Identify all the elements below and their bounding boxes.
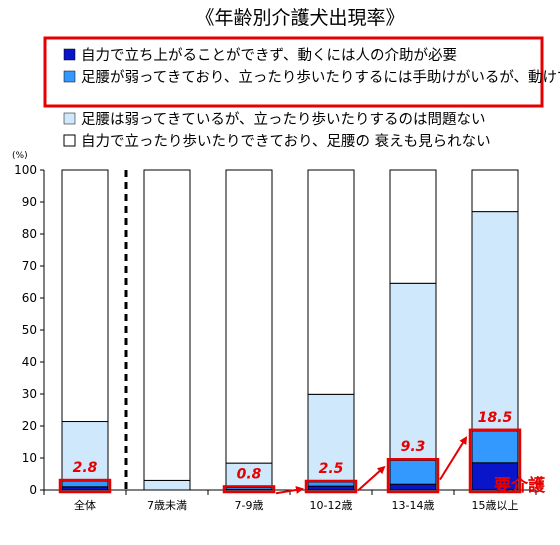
bar-segment xyxy=(471,169,519,213)
legend-label-2: 足腰は弱ってきているが、立ったり歩いたりするのは問題ない xyxy=(81,111,486,128)
legend: 自力で立ち上がることができず、動くには人の介助が必要 足腰が弱ってきており、立っ… xyxy=(43,36,560,150)
legend-highlight-box xyxy=(43,36,544,108)
y-axis: 0 10 20 30 40 50 60 70 80 90 100 xyxy=(14,163,45,497)
legend-label-3: 自力で立ったり歩いたりできており、足腰の 衰えも見られない xyxy=(81,133,491,150)
bar-segment xyxy=(389,483,437,491)
x-tick-label: 10-12歳 xyxy=(310,499,353,512)
bar-segment xyxy=(61,421,109,482)
bar-segment xyxy=(471,462,519,491)
y-tick-label: 80 xyxy=(22,227,37,241)
bars xyxy=(61,169,519,491)
y-tick-label: 70 xyxy=(22,259,37,273)
highlight-box xyxy=(468,428,522,494)
x-tick-label: 15歳以上 xyxy=(472,499,519,512)
y-tick-label: 40 xyxy=(22,355,37,369)
bar-segment xyxy=(471,211,519,432)
data-label: 2.5 xyxy=(319,461,344,477)
legend-swatch-3 xyxy=(63,134,76,147)
bar-segment xyxy=(389,459,437,485)
highlight-box xyxy=(58,478,112,494)
bar-segment xyxy=(225,462,273,488)
bar-segment xyxy=(143,169,191,481)
y-tick-label: 20 xyxy=(22,419,37,433)
legend-swatch-1 xyxy=(63,70,76,83)
bar-segment xyxy=(61,480,109,488)
x-axis: 全体 7歳未満 7-9歳 10-12歳 13-14歳 15歳以上 xyxy=(43,489,537,512)
bar-segment xyxy=(307,481,355,487)
annotation-label: 要介護 xyxy=(494,475,546,496)
data-label: 2.8 xyxy=(73,460,98,476)
bar-segment xyxy=(471,430,519,464)
trend-arrow xyxy=(439,436,468,481)
x-tick-label: 全体 xyxy=(74,498,96,512)
bar-segment xyxy=(307,393,355,483)
overlays: 2.8 0.8 2.5 9.3 18.5 xyxy=(58,170,522,495)
x-tick-label: 13-14歳 xyxy=(392,499,435,512)
bar-segment xyxy=(61,169,109,423)
data-label: 18.5 xyxy=(478,410,513,426)
y-tick-label: 10 xyxy=(22,451,37,465)
x-tick-label: 7歳未満 xyxy=(147,499,187,512)
data-label: 0.8 xyxy=(237,466,262,482)
data-label: 9.3 xyxy=(401,439,426,455)
highlight-box xyxy=(386,457,440,494)
highlight-box xyxy=(222,485,276,494)
bar-segment xyxy=(307,169,355,395)
y-tick-label: 90 xyxy=(22,195,37,209)
trend-arrow xyxy=(357,465,386,492)
trend-arrow xyxy=(275,486,304,495)
bar-segment xyxy=(143,479,191,491)
legend-swatch-2 xyxy=(63,112,76,125)
legend-label-1: 足腰が弱ってきており、立ったり歩いたりするには手助けがいるが、動けている xyxy=(81,69,560,86)
y-tick-label: 50 xyxy=(22,323,37,337)
bar-segment xyxy=(225,169,273,464)
y-tick-label: 0 xyxy=(29,483,37,497)
x-tick-label: 7-9歳 xyxy=(235,499,264,512)
chart-title: 《年齢別介護犬出現率》 xyxy=(195,7,404,29)
bar-segment xyxy=(307,485,355,491)
y-tick-label: 30 xyxy=(22,387,37,401)
legend-label-0: 自力で立ち上がることができず、動くには人の介助が必要 xyxy=(81,47,457,64)
bar-segment xyxy=(389,282,437,461)
y-tick-label: 100 xyxy=(14,163,37,177)
legend-swatch-0 xyxy=(63,48,76,61)
bar-segment xyxy=(389,169,437,284)
y-tick-label: 60 xyxy=(22,291,37,305)
highlight-box xyxy=(304,479,358,494)
y-unit-label: (%) xyxy=(12,151,28,161)
